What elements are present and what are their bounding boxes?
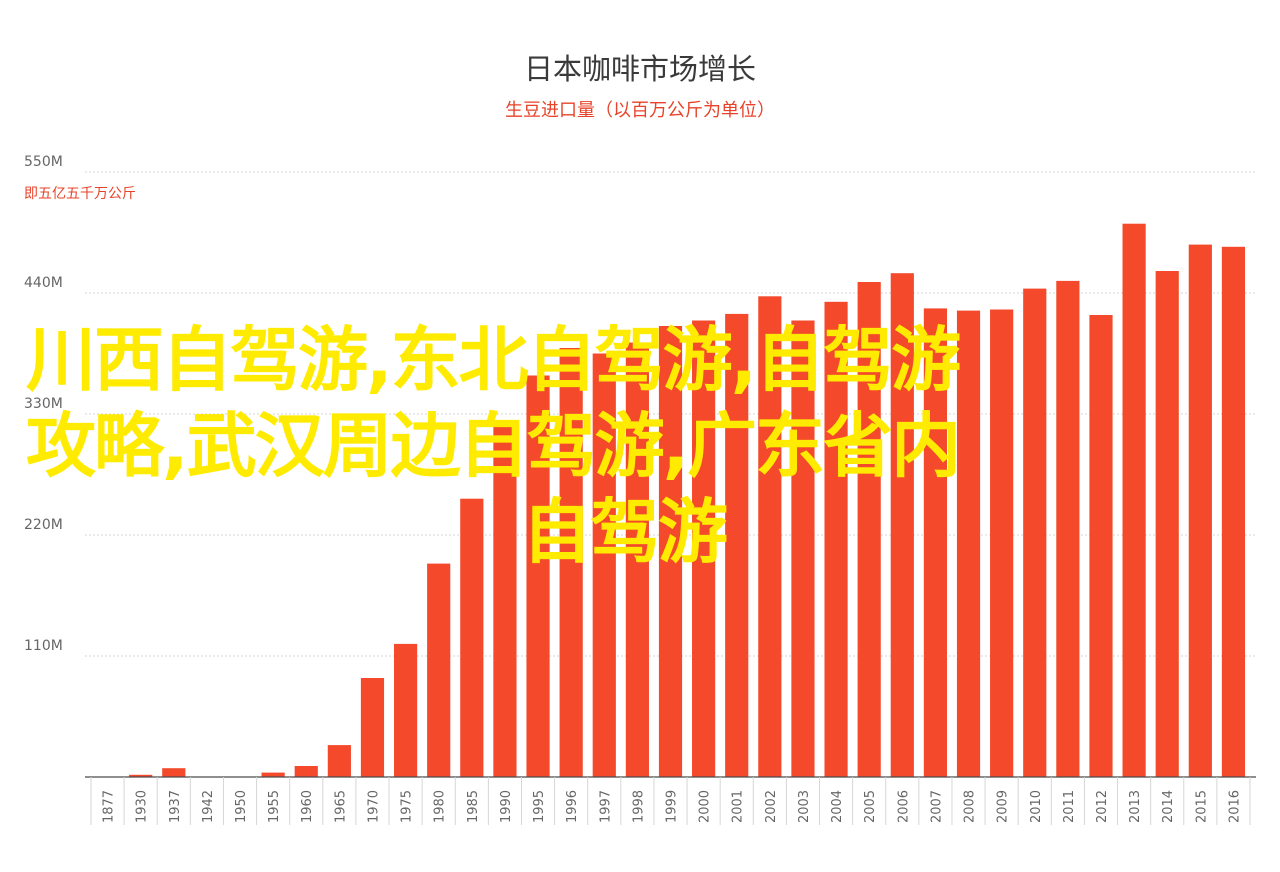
x-tick-label: 1996 xyxy=(565,790,580,823)
x-tick-label: 2000 xyxy=(698,790,713,823)
bar xyxy=(559,348,583,777)
bar xyxy=(725,313,749,777)
x-tick-label: 1960 xyxy=(300,790,315,823)
bar xyxy=(692,320,716,777)
bar xyxy=(1023,288,1047,777)
x-tick-label: 2006 xyxy=(896,790,911,823)
x-tick-label: 1999 xyxy=(665,790,680,823)
x-tick-label: 2005 xyxy=(863,790,878,823)
x-tick-label: 2016 xyxy=(1227,790,1242,823)
x-tick-label: 1955 xyxy=(267,790,282,823)
x-tick-label: 2001 xyxy=(731,790,746,823)
bar xyxy=(1089,315,1113,777)
bar xyxy=(360,678,385,777)
x-tick-label: 2010 xyxy=(1029,790,1044,823)
bar xyxy=(162,768,186,777)
x-tick-label: 2002 xyxy=(764,790,779,823)
bar xyxy=(261,772,285,777)
bar xyxy=(824,301,848,777)
x-tick-label: 1965 xyxy=(333,790,348,823)
chart-title: 日本咖啡市场增长 xyxy=(523,52,756,86)
x-tick-label: 2004 xyxy=(830,790,845,823)
bar xyxy=(890,273,914,777)
bar xyxy=(327,745,351,777)
x-tick-label: 2013 xyxy=(1128,790,1143,823)
y-tick-label: 220M xyxy=(24,517,63,533)
bar xyxy=(758,296,782,777)
y-tick-label: 550M xyxy=(24,154,63,170)
x-tick-label: 1877 xyxy=(102,790,117,823)
x-tick-label: 2008 xyxy=(963,790,978,823)
bar xyxy=(294,766,318,777)
bar xyxy=(923,308,948,777)
x-tick-label: 1990 xyxy=(499,790,514,823)
bar xyxy=(526,375,550,777)
bar xyxy=(956,310,981,777)
bar xyxy=(129,774,153,777)
bar xyxy=(1221,246,1246,778)
x-tick-label: 1930 xyxy=(135,790,150,823)
x-tick-label: 2015 xyxy=(1194,790,1209,823)
x-tick-label: 1975 xyxy=(400,790,415,823)
x-tick-label: 1970 xyxy=(366,790,381,823)
bar xyxy=(1155,271,1179,777)
x-tick-label: 2014 xyxy=(1161,790,1176,823)
x-tick-label: 1980 xyxy=(433,790,448,823)
y-tick-label: 440M xyxy=(24,275,63,291)
x-tick-label: 1985 xyxy=(466,790,481,823)
x-tick-label: 1998 xyxy=(631,790,646,823)
bar xyxy=(658,326,683,777)
bar xyxy=(460,498,484,777)
bar xyxy=(393,643,418,777)
bar xyxy=(857,282,881,777)
x-tick-label: 2012 xyxy=(1095,790,1110,823)
x-tick-label: 2007 xyxy=(929,790,944,823)
bar xyxy=(1188,244,1212,778)
x-tick-label: 2011 xyxy=(1062,790,1077,823)
bar xyxy=(1056,280,1080,777)
bar xyxy=(493,425,517,777)
x-tick-label: 1995 xyxy=(532,790,547,823)
y-axis-label: 即五亿五千万公斤 xyxy=(24,186,136,202)
chart-subtitle: 生豆进口量（以百万公斤为单位） xyxy=(505,100,775,121)
bar xyxy=(791,320,815,777)
x-tick-label: 2003 xyxy=(797,790,812,823)
x-tick-label: 1942 xyxy=(201,790,216,823)
y-tick-label: 110M xyxy=(24,638,63,654)
bar xyxy=(427,563,451,777)
x-tick-label: 1937 xyxy=(168,790,183,823)
bar xyxy=(625,342,649,777)
bar xyxy=(990,309,1014,777)
x-tick-label: 2009 xyxy=(996,790,1011,823)
y-tick-label: 330M xyxy=(24,396,63,412)
x-tick-label: 1997 xyxy=(598,790,613,823)
x-tick-label: 1950 xyxy=(234,790,249,823)
bar xyxy=(1122,223,1146,777)
bar xyxy=(592,353,616,777)
